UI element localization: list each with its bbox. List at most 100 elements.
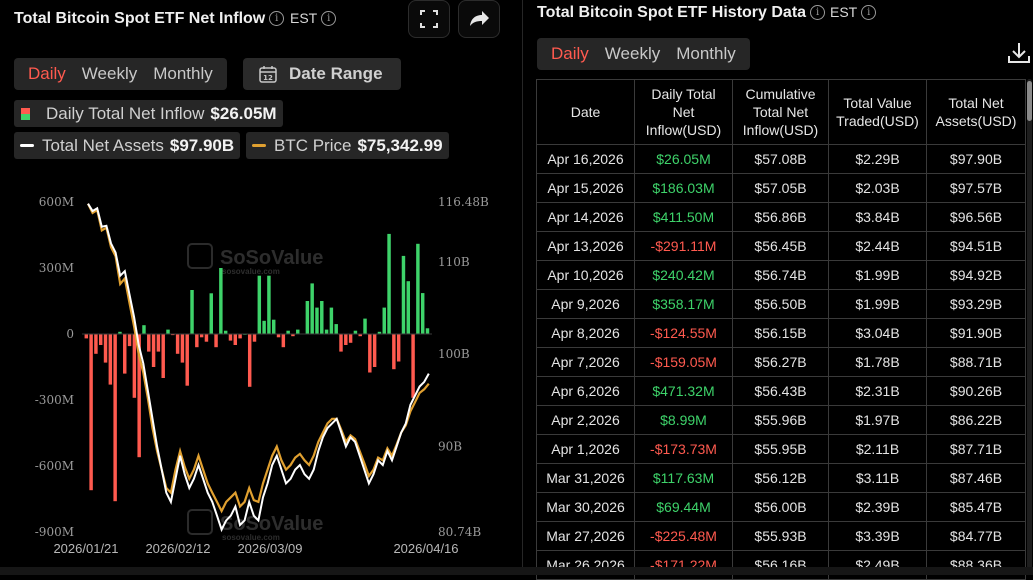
inflow-bar[interactable] [108,334,113,385]
inflow-chart[interactable]: SoSoValue sosovalue.com SoSoValue sosova… [0,185,522,567]
inflow-bar[interactable] [416,243,420,334]
inflow-bar[interactable] [204,334,209,342]
inflow-bar[interactable] [238,334,242,339]
inflow-bar[interactable] [320,301,324,334]
legend-total-net-assets[interactable]: Total Net Assets $97.90B [14,132,241,159]
inflow-bar[interactable] [368,334,372,373]
inflow-bar[interactable] [113,334,117,502]
inflow-bar[interactable] [377,331,382,334]
inflow-bar[interactable] [281,334,286,348]
table-scrollbar[interactable] [1027,79,1032,569]
inflow-bar[interactable] [339,334,343,352]
inflow-bar[interactable] [344,334,348,345]
table-tab-weekly[interactable]: Weekly [604,44,661,63]
inflow-bar[interactable] [348,334,353,343]
inflow-bar[interactable] [175,334,180,354]
table-timezone-info-icon[interactable]: i [861,5,877,20]
inflow-bar[interactable] [401,255,406,334]
inflow-bar[interactable] [286,330,290,334]
inflow-bar[interactable] [291,334,295,337]
inflow-bar[interactable] [276,334,281,338]
inflow-bar[interactable] [396,334,401,362]
inflow-bar[interactable] [252,334,257,342]
inflow-bar[interactable] [151,334,156,367]
inflow-bar[interactable] [382,307,386,334]
inflow-bar[interactable] [233,334,238,345]
inflow-bar[interactable] [84,334,89,339]
inflow-bar[interactable] [180,334,185,363]
inflow-bar[interactable] [89,334,93,491]
inflow-bar[interactable] [271,319,276,334]
tab-monthly[interactable]: Monthly [153,64,213,83]
inflow-bar[interactable] [171,334,175,336]
inflow-bar[interactable] [123,334,127,374]
inflow-bar[interactable] [324,329,329,334]
inflow-bar[interactable] [214,334,218,348]
share-button[interactable] [458,0,500,38]
inflow-bar[interactable] [161,334,165,378]
date-range-button[interactable]: 12 Date Range [243,58,401,90]
inflow-bar[interactable] [166,329,170,334]
inflow-bar[interactable] [267,275,271,334]
inflow-bar[interactable] [353,330,358,334]
table-timezone-label[interactable]: EST i [830,4,877,20]
header-value-traded[interactable]: Total Value Traded(USD) [828,79,927,145]
inflow-bar[interactable] [392,334,396,370]
inflow-bar[interactable] [262,320,266,334]
table-info-icon[interactable]: i [810,5,826,20]
inflow-bar[interactable] [195,334,199,348]
cell-net-assets: $90.26B [926,376,1026,406]
inflow-bar[interactable] [223,330,228,334]
legend-inflow-label: Daily Total Net Inflow [46,103,205,123]
table-tab-monthly[interactable]: Monthly [676,44,736,63]
tab-daily[interactable]: Daily [28,64,66,83]
legend-btc-price[interactable]: BTC Price $75,342.99 [246,132,449,159]
inflow-bar[interactable] [209,293,213,334]
header-date[interactable]: Date [536,79,635,145]
inflow-bar[interactable] [305,301,310,334]
inflow-bar[interactable] [98,334,103,345]
inflow-bar[interactable] [329,307,334,334]
header-daily-inflow[interactable]: Daily Total Net Inflow(USD) [634,79,733,145]
cell-cumulative: $55.96B [732,405,829,435]
info-icon[interactable]: i [269,11,285,26]
table-scrollbar-thumb[interactable] [1027,81,1032,121]
inflow-bar[interactable] [219,268,223,334]
inflow-bar[interactable] [420,293,425,334]
download-button[interactable] [1006,40,1032,66]
inflow-bar[interactable] [372,334,377,367]
inflow-bar[interactable] [387,233,391,334]
fullscreen-button[interactable] [408,0,450,38]
inflow-bar[interactable] [363,318,367,334]
inflow-bar[interactable] [358,334,362,337]
inflow-bar[interactable] [334,324,338,334]
header-cumulative-inflow[interactable]: Cumulative Total Net Inflow(USD) [732,79,829,145]
inflow-bar[interactable] [156,334,161,352]
inflow-bar[interactable] [137,334,141,458]
inflow-bar[interactable] [142,325,146,334]
inflow-bar[interactable] [228,334,233,341]
inflow-bar[interactable] [199,334,204,338]
inflow-bar[interactable] [94,334,98,354]
inflow-bar[interactable] [190,290,194,334]
inflow-bar[interactable] [406,281,411,334]
inflow-bar[interactable] [310,283,314,334]
inflow-bar[interactable] [425,328,430,334]
inflow-bar[interactable] [147,334,151,352]
inflow-bar[interactable] [185,334,189,386]
inflow-bar[interactable] [127,334,132,347]
inflow-bar[interactable] [257,275,262,334]
inflow-bar[interactable] [296,329,300,334]
legend-daily-inflow[interactable]: Daily Total Net Inflow $26.05M [14,100,283,127]
timezone-info-icon[interactable]: i [321,11,337,26]
inflow-bar[interactable] [411,334,415,398]
inflow-bar[interactable] [247,334,252,387]
inflow-bar[interactable] [103,334,108,363]
inflow-bar[interactable] [315,307,319,334]
inflow-bar[interactable] [132,334,137,398]
tab-weekly[interactable]: Weekly [81,64,138,83]
inflow-bar[interactable] [118,331,122,334]
timezone-label[interactable]: EST i [290,10,337,26]
header-net-assets[interactable]: Total Net Assets(USD) [926,79,1026,145]
table-tab-daily[interactable]: Daily [551,44,589,63]
